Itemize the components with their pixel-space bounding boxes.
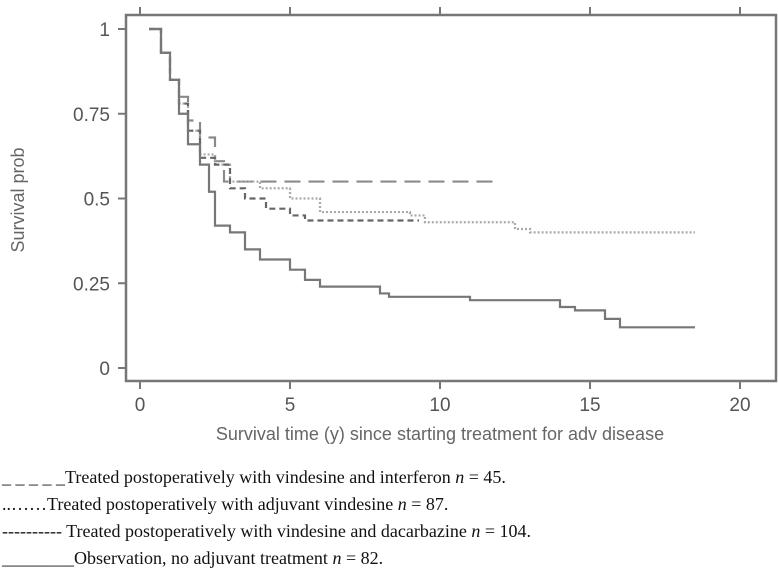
legend-item-dacarbazine: ---------- Treated postoperatively with … [2,518,531,545]
legend-text: Treated postoperatively with adjuvant vi… [47,494,398,514]
series-line-1 [149,27,695,234]
x-tick-label: 20 [729,395,750,416]
x-axis-label: Survival time (y) since starting treatme… [216,424,664,444]
legend: _ _ _ _ _Treated postoperatively with vi… [2,464,531,572]
legend-marker: _ _ _ _ _ [2,467,65,487]
series-line-3 [149,27,695,329]
legend-text: Treated postoperatively with vindesine a… [65,467,456,487]
y-tick-label: 1 [99,20,110,41]
legend-n: n [332,548,342,568]
legend-text: Treated postoperatively with vindesine a… [66,521,472,541]
series-line-0 [149,27,500,183]
legend-count: = 104. [480,521,531,541]
legend-marker: ________ [2,548,74,568]
series-line-2 [149,27,419,222]
legend-n: n [455,467,465,487]
legend-n: n [471,521,481,541]
x-tick-label: 15 [579,395,600,416]
x-tick-label: 5 [285,395,296,416]
legend-text: Observation, no adjuvant treatment [74,548,333,568]
y-tick-label: 0.5 [84,190,110,211]
y-tick-label: 0 [99,359,110,380]
legend-item-observation: ________Observation, no adjuvant treatme… [2,545,531,572]
legend-marker: ---------- [2,521,67,541]
legend-marker: ..…… [2,494,47,514]
x-tick-label: 10 [429,395,450,416]
y-tick-label: 0.25 [73,274,110,295]
legend-count: = 82. [341,548,384,568]
legend-count: = 87. [406,494,449,514]
legend-item-interferon: _ _ _ _ _Treated postoperatively with vi… [2,464,531,491]
legend-item-vindesine: ..……Treated postoperatively with adjuvan… [2,491,531,518]
y-tick-label: 0.75 [73,105,110,126]
x-tick-label: 0 [135,395,146,416]
legend-n: n [397,494,407,514]
legend-count: = 45. [464,467,506,487]
survival-chart: 0 5 10 15 20 0 0.25 0.5 0.75 1 Survival time (y) … [8,7,778,444]
y-axis-label: Survival prob [8,147,28,252]
plot-frame [124,13,778,383]
